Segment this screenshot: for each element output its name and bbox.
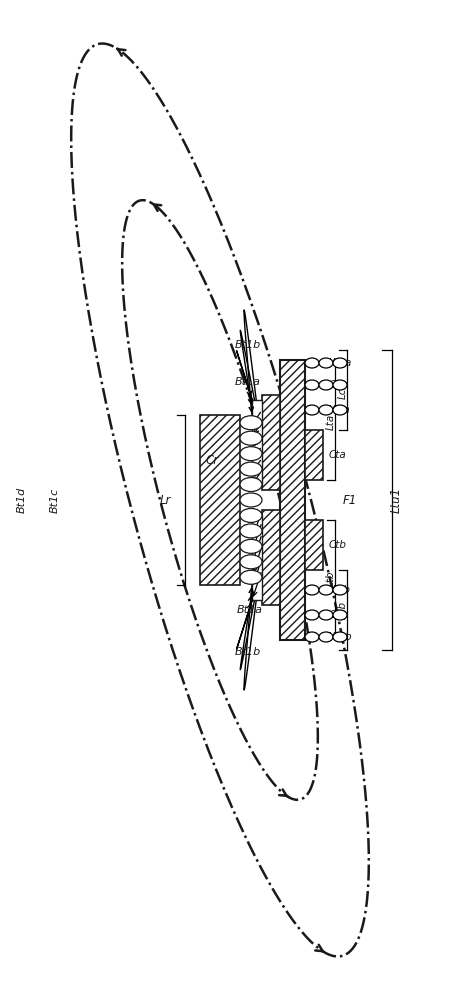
Ellipse shape	[305, 358, 319, 368]
Bar	[200, 415, 240, 585]
Ellipse shape	[333, 610, 347, 620]
Ellipse shape	[319, 405, 333, 415]
Ellipse shape	[240, 555, 262, 569]
Ellipse shape	[333, 358, 347, 368]
Bar	[280, 360, 305, 640]
Text: Wcb: Wcb	[329, 632, 352, 642]
Text: Bt1c: Bt1c	[50, 487, 60, 513]
Text: F1: F1	[343, 493, 357, 506]
Bar	[262, 510, 280, 605]
Text: Lca: Lca	[338, 381, 348, 399]
Ellipse shape	[305, 610, 319, 620]
Ellipse shape	[333, 585, 347, 595]
Ellipse shape	[240, 478, 262, 492]
Ellipse shape	[319, 585, 333, 595]
Text: Ctb: Ctb	[329, 540, 347, 550]
Bar	[305, 430, 323, 480]
Ellipse shape	[305, 632, 319, 642]
Text: Lcb: Lcb	[338, 601, 348, 619]
Ellipse shape	[333, 405, 347, 415]
Text: Lr: Lr	[159, 493, 171, 506]
Text: Ltu1: Ltu1	[390, 487, 403, 513]
Bar	[262, 395, 280, 490]
Text: Wr: Wr	[245, 528, 261, 542]
Bar	[252, 515, 262, 600]
Bar	[262, 510, 280, 605]
Ellipse shape	[240, 431, 262, 445]
Text: Bt1b: Bt1b	[235, 340, 261, 350]
Bar	[305, 520, 323, 570]
Bar	[262, 395, 280, 490]
Text: Wta: Wta	[329, 405, 350, 415]
Text: Bt1a: Bt1a	[235, 377, 261, 387]
Ellipse shape	[319, 380, 333, 390]
Text: Lta: Lta	[326, 414, 336, 430]
Text: Bt1a: Bt1a	[237, 605, 263, 615]
Ellipse shape	[333, 380, 347, 390]
Ellipse shape	[240, 493, 262, 507]
Bar	[305, 520, 323, 570]
Ellipse shape	[333, 632, 347, 642]
Text: Bt1b: Bt1b	[235, 647, 261, 657]
Text: Cr: Cr	[205, 454, 218, 466]
Bar	[280, 360, 305, 640]
Ellipse shape	[305, 405, 319, 415]
Text: Cca: Cca	[329, 380, 349, 390]
Ellipse shape	[240, 539, 262, 553]
Ellipse shape	[319, 358, 333, 368]
Ellipse shape	[305, 380, 319, 390]
Ellipse shape	[319, 632, 333, 642]
Ellipse shape	[240, 416, 262, 430]
Ellipse shape	[240, 524, 262, 538]
Text: Ccb: Ccb	[329, 610, 349, 620]
Text: Wtb: Wtb	[329, 585, 350, 595]
Bar	[200, 415, 240, 585]
Text: Bt1d: Bt1d	[17, 487, 27, 513]
Ellipse shape	[240, 462, 262, 476]
Bar	[305, 430, 323, 480]
Ellipse shape	[240, 570, 262, 584]
Text: Cta: Cta	[329, 450, 347, 460]
Text: Wca: Wca	[329, 358, 351, 368]
Ellipse shape	[240, 447, 262, 461]
Ellipse shape	[240, 508, 262, 522]
Ellipse shape	[319, 610, 333, 620]
Ellipse shape	[305, 585, 319, 595]
Text: Ltb: Ltb	[326, 571, 336, 587]
Bar	[252, 400, 262, 485]
